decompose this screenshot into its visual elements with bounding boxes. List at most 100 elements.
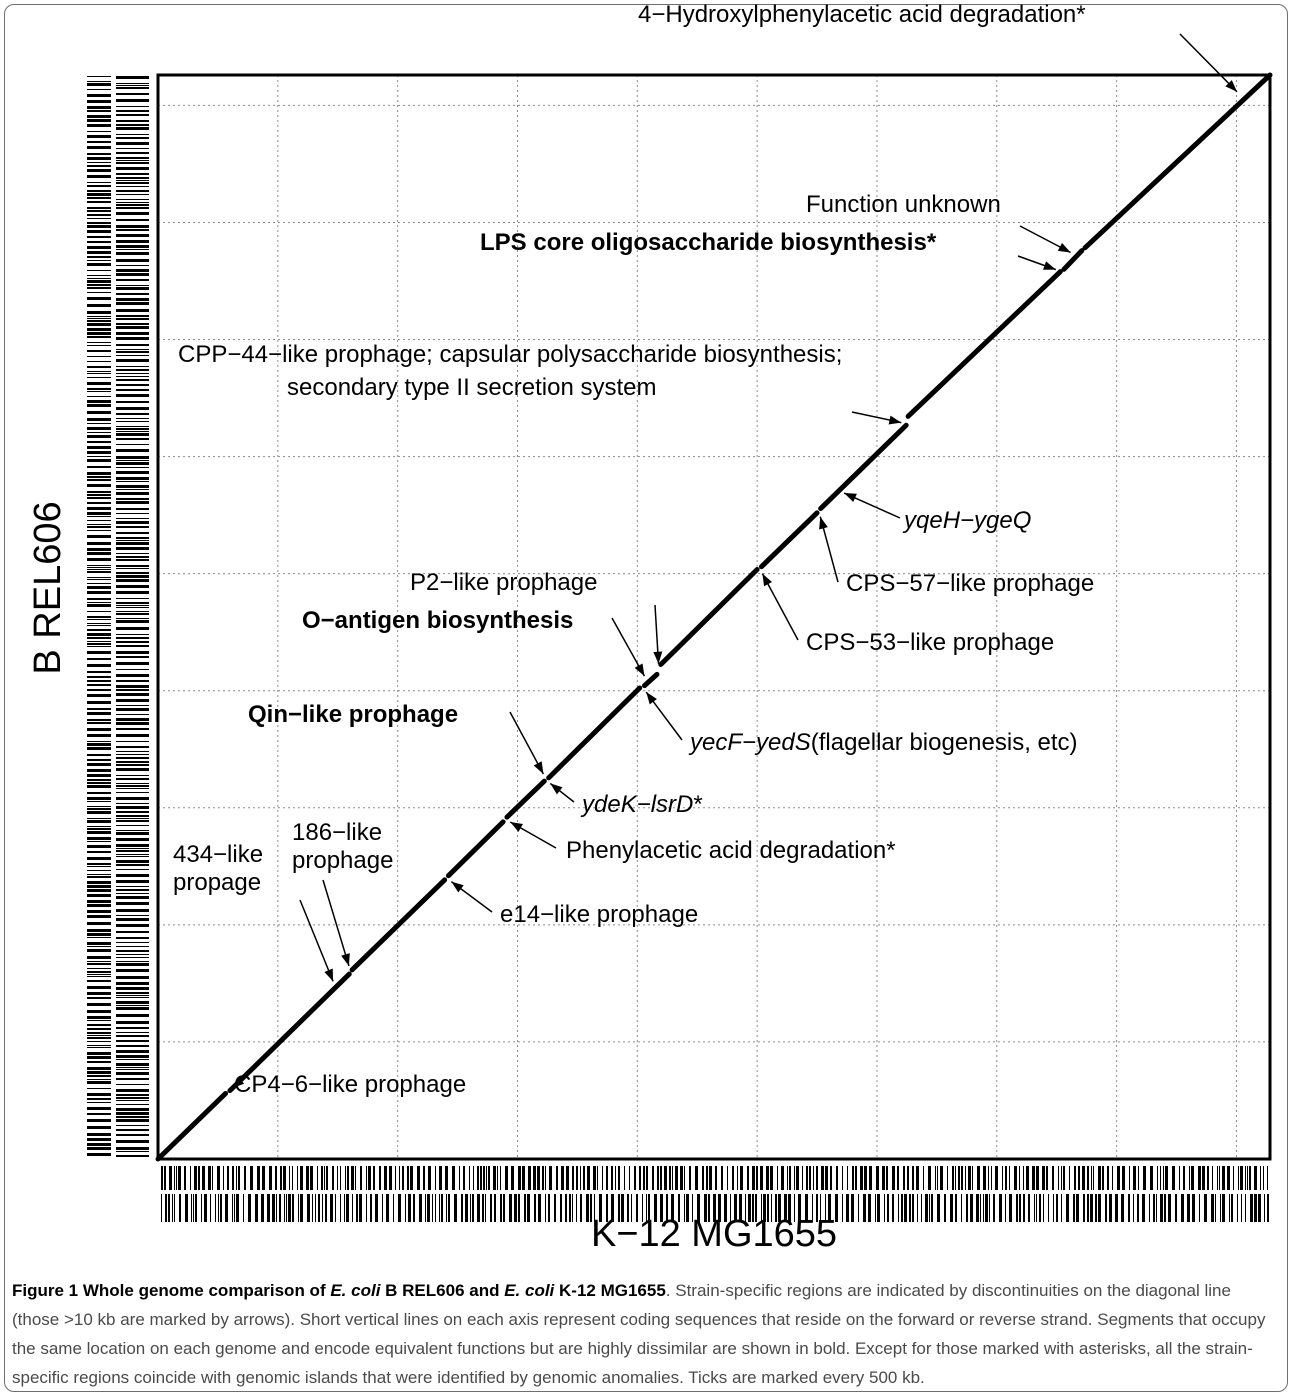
cds-mark [1028, 1194, 1030, 1222]
cds-mark [346, 1194, 349, 1222]
cds-mark [87, 894, 111, 897]
cds-mark [87, 207, 111, 209]
cds-mark [1053, 1194, 1054, 1222]
annotation-gene-name: ydeK−lsrD [580, 791, 693, 818]
cds-mark [1175, 1194, 1177, 1222]
cds-mark [116, 1155, 149, 1157]
cds-mark [87, 694, 111, 697]
cds-mark [322, 1194, 323, 1222]
cds-mark [87, 904, 111, 907]
cds-mark [87, 863, 111, 865]
cds-mark [572, 1194, 573, 1222]
cds-mark [116, 318, 149, 320]
cds-mark [198, 1166, 200, 1190]
cds-mark [116, 950, 149, 952]
cds-mark [1002, 1166, 1003, 1190]
grid-lines [158, 75, 1270, 1159]
cds-mark [486, 1166, 487, 1190]
cds-mark [116, 518, 149, 519]
cds-mark [332, 1166, 334, 1190]
alignment-segment [658, 566, 760, 668]
cds-mark [1199, 1194, 1200, 1222]
cds-mark [1240, 1166, 1243, 1190]
cds-mark [739, 1194, 742, 1222]
cds-mark [87, 246, 111, 249]
cds-mark [87, 435, 111, 438]
cds-mark [87, 728, 111, 731]
cds-mark [352, 1194, 353, 1222]
cds-mark [87, 260, 111, 261]
cds-mark [1149, 1194, 1150, 1222]
cds-mark [87, 889, 111, 892]
cds-mark [1267, 1194, 1269, 1222]
cds-mark [87, 797, 111, 800]
cds-mark [87, 373, 111, 374]
cds-mark [87, 89, 111, 90]
cds-mark [518, 1194, 520, 1222]
cds-mark [87, 763, 111, 766]
cds-mark [642, 1194, 643, 1222]
cds-mark [116, 326, 149, 329]
cds-mark [886, 1166, 888, 1190]
cds-mark [999, 1194, 1002, 1222]
cds-mark [1189, 1166, 1190, 1190]
cds-mark [87, 1088, 111, 1089]
cds-mark [991, 1166, 992, 1190]
annotation-label-rest: (flagellar biogenesis, etc) [811, 729, 1078, 756]
cds-mark [116, 627, 149, 630]
cds-mark [87, 361, 111, 362]
cds-mark [580, 1166, 581, 1190]
cds-mark [116, 456, 149, 459]
cds-mark [87, 1093, 111, 1096]
cds-mark [87, 937, 111, 938]
cds-mark [116, 492, 149, 495]
cds-mark [87, 350, 111, 352]
annotation-label-rest: * [693, 791, 702, 818]
cds-mark [87, 1067, 111, 1070]
cds-mark [1090, 1194, 1093, 1222]
cds-mark [916, 1166, 919, 1190]
cds-mark [940, 1166, 943, 1190]
annotation-label: yqeH−ygeQ [902, 507, 1031, 534]
cds-mark [713, 1194, 716, 1222]
cds-mark [116, 1045, 149, 1047]
cds-mark [1245, 1166, 1246, 1190]
cds-mark [87, 135, 111, 138]
cds-mark [116, 269, 149, 272]
alignment-segment [349, 877, 448, 973]
cds-mark [611, 1194, 614, 1222]
cds-mark [116, 401, 149, 403]
cds-mark [306, 1166, 309, 1190]
cds-mark [87, 734, 111, 737]
cds-mark [87, 304, 111, 307]
cds-mark [116, 553, 149, 554]
cds-mark [1219, 1166, 1220, 1190]
cds-mark [87, 837, 111, 840]
cds-mark [684, 1166, 685, 1190]
cds-mark [87, 741, 111, 742]
cds-mark [473, 1166, 474, 1190]
cds-mark [745, 1194, 746, 1222]
cds-mark [87, 1052, 111, 1055]
cds-mark [966, 1194, 968, 1222]
cds-mark [1229, 1194, 1230, 1222]
cds-mark [1247, 1166, 1248, 1190]
cds-mark [697, 1194, 700, 1222]
cds-mark [1128, 1194, 1130, 1222]
cds-mark [569, 1194, 571, 1222]
cds-mark [262, 1166, 265, 1190]
cds-mark [87, 646, 111, 647]
cds-mark [87, 1138, 111, 1141]
cds-mark [87, 929, 111, 932]
cds-mark [335, 1194, 336, 1222]
cds-mark [1098, 1166, 1101, 1190]
cds-mark [116, 85, 149, 86]
annotation-label-text: Phenylacetic acid degradation* [566, 837, 896, 864]
cds-mark [87, 548, 111, 551]
cds-mark [1117, 1166, 1120, 1190]
annotation-label-text: CP4−6−like prophage [234, 1071, 466, 1098]
cds-mark [912, 1166, 914, 1190]
annotation-arrow-head [1057, 242, 1071, 253]
cds-mark [116, 741, 149, 742]
cds-mark [116, 598, 149, 599]
